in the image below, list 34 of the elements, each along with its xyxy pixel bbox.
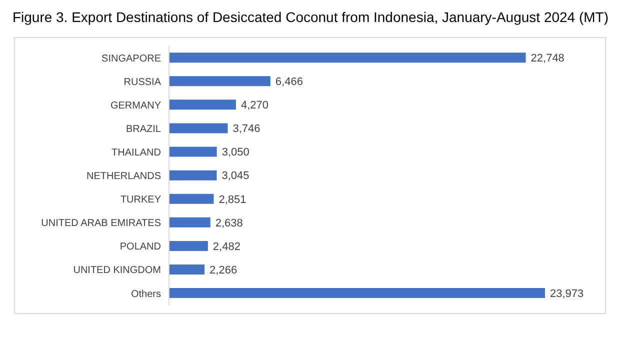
data-label: 22,748	[530, 52, 564, 64]
data-label: 3,746	[232, 123, 260, 136]
bar	[169, 217, 210, 228]
data-label: 2,638	[215, 217, 243, 230]
data-label: 2,851	[218, 194, 246, 206]
y-tick-label: UNITED KINGDOM	[73, 265, 161, 276]
data-label: 2,482	[212, 240, 240, 253]
y-tick-label: POLAND	[120, 242, 161, 253]
bar	[169, 76, 270, 86]
y-tick-label: THAILAND	[112, 148, 161, 159]
data-label: 6,466	[275, 76, 303, 88]
bar	[169, 288, 545, 298]
data-label: 4,270	[240, 100, 269, 112]
y-tick-label: RUSSIA	[124, 76, 162, 88]
data-label: 2,266	[210, 264, 238, 276]
bar	[169, 264, 205, 274]
y-tick-label: Others	[130, 288, 161, 300]
bar	[169, 170, 217, 180]
y-tick-label: TURKEY	[120, 194, 162, 206]
bar	[169, 194, 214, 204]
bar	[169, 100, 236, 110]
bar	[169, 52, 526, 63]
chart-title: Figure 3. Export Destinations of Desiccated Coconut from Indonesia, January-August 2024 (MT)	[11, 8, 610, 27]
y-tick-label: SINGAPORE	[102, 53, 162, 64]
data-label: 23,973	[550, 288, 584, 300]
bar	[169, 146, 217, 157]
y-tick-label: BRAZIL	[126, 124, 162, 135]
y-tick-label: UNITED ARAB EMIRATES	[41, 218, 162, 230]
data-label: 3,050	[222, 146, 250, 159]
data-label: 3,045	[222, 170, 250, 182]
y-tick-label: NETHERLANDS	[86, 171, 162, 182]
y-tick-label: GERMANY	[110, 100, 162, 112]
bar	[169, 240, 208, 251]
bar	[169, 123, 228, 134]
